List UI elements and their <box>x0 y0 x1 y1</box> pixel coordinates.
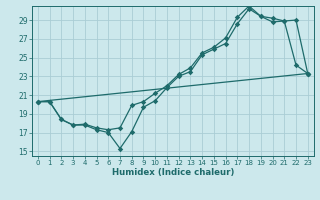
X-axis label: Humidex (Indice chaleur): Humidex (Indice chaleur) <box>112 168 234 177</box>
